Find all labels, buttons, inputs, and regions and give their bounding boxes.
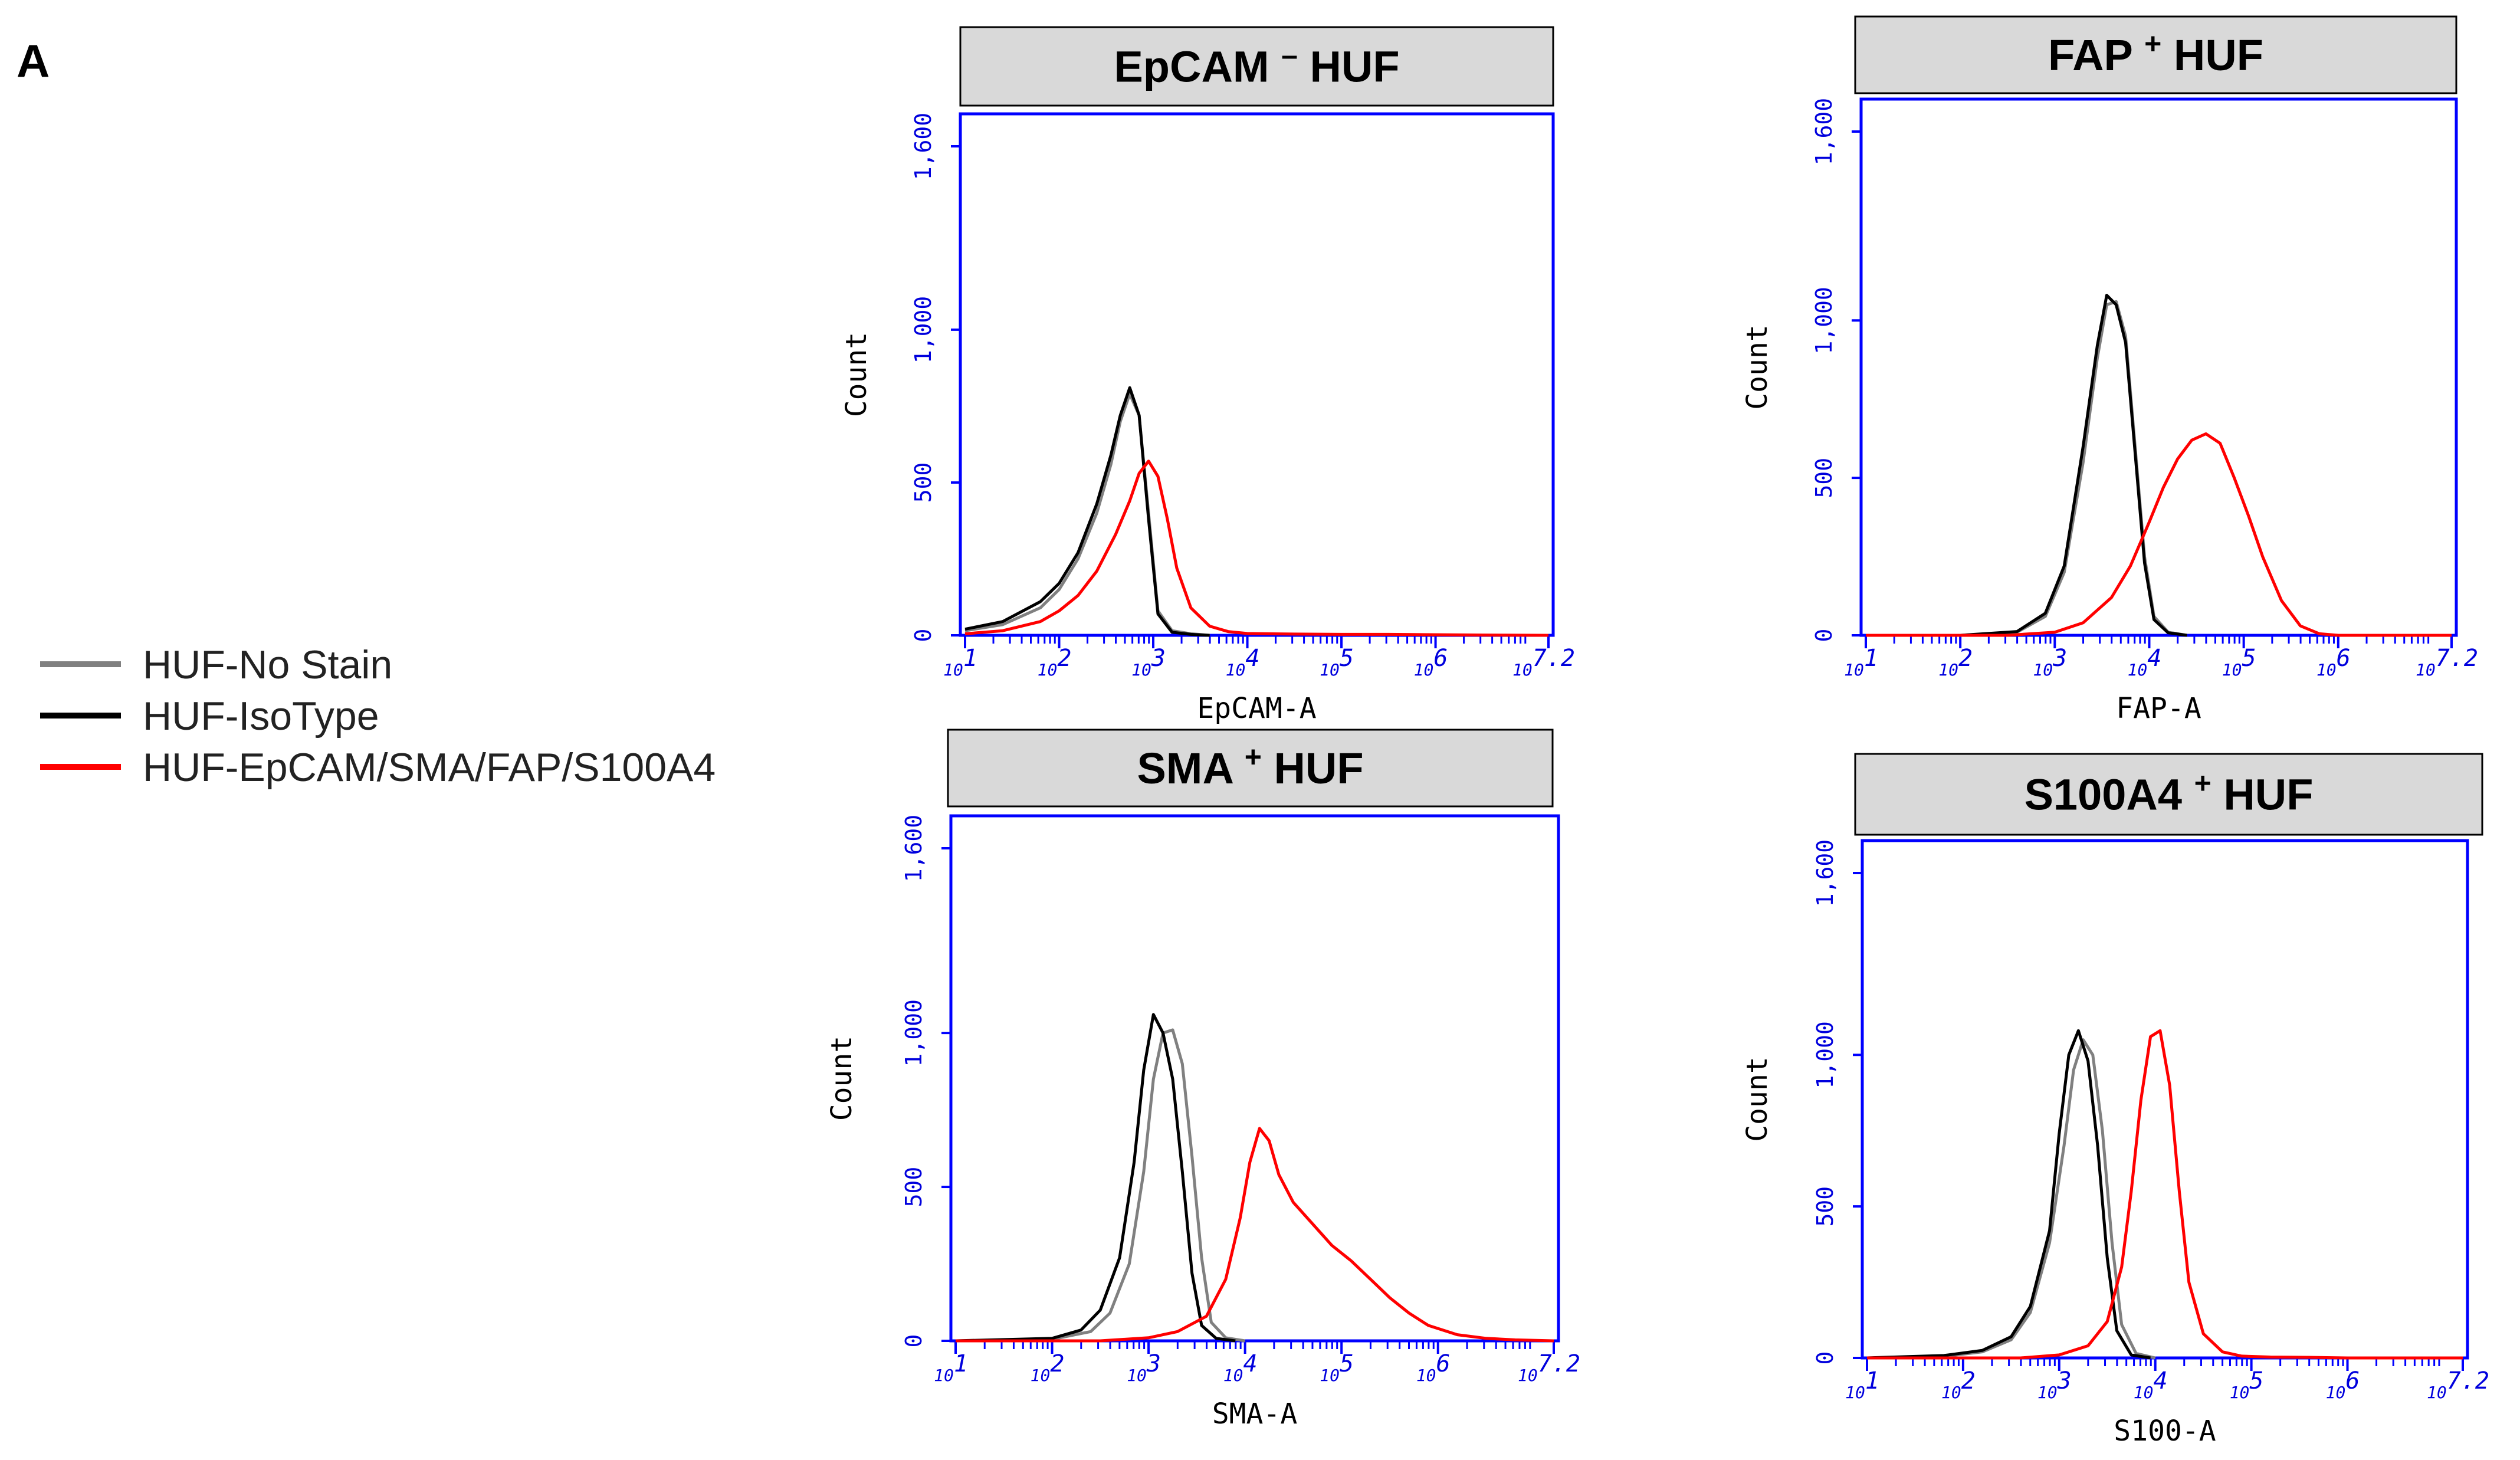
chart-3-title: S100A4 + HUF [2024,767,2314,819]
chart-0-xtick-label: 106 [1414,645,1448,680]
panel-label: A [17,35,50,87]
chart-0-ytick-label: 0 [910,629,936,642]
chart-1-xtick-label: 107.2 [2416,645,2478,680]
chart-3-xtick-label: 103 [2037,1367,2072,1402]
chart-3-ylabel: Count [1741,1057,1774,1142]
chart-3-series-huf-isotype [1866,1029,2151,1360]
chart-2-xtick-label: 104 [1223,1350,1258,1385]
chart-3-ytick-label: 1,600 [1812,839,1838,907]
chart-1-title-box [1854,15,2457,94]
chart-0-xlabel: EpCAM-A [1197,692,1316,725]
chart-1-xtick-label: 102 [1938,645,1973,680]
chart-3-xtick-label: 107.2 [2427,1367,2489,1402]
chart-3-xtick-label: 106 [2326,1367,2360,1402]
chart-2-xtick-label: 107.2 [1518,1350,1580,1385]
histogram-s100a4: S100A4 + HUF 0 500 1,000 1,600 101 102 103 104 10… [1741,753,2489,1448]
chart-1-title: FAP + HUF [2048,27,2263,80]
chart-2-xlabel: SMA-A [1212,1397,1298,1431]
chart-0-xtick-label: 103 [1131,645,1166,680]
chart-1-plot-frame [1859,97,2458,637]
chart-0-title-box [959,26,1554,107]
chart-3-series-huf-no-stain [1866,1038,2156,1360]
chart-2-xtick-label: 106 [1416,1350,1451,1385]
chart-1-series-huf-isotype [1866,294,2187,637]
chart-1-xtick-label: 106 [2316,645,2351,680]
legend-label-marker: HUF-EpCAM/SMA/FAP/S100A4 [143,745,716,790]
chart-3-series-huf-epcam-sma-fap-s100a4 [1867,1029,2463,1360]
legend-label-isotype: HUF-IsoType [143,694,379,739]
chart-1-series-huf-epcam-sma-fap-s100a4 [1866,432,2452,637]
chart-2-ytick-label: 500 [901,1167,927,1208]
chart-0-xtick-label: 102 [1038,645,1072,680]
chart-3-plot-frame [1861,839,2469,1360]
chart-0-series-huf-isotype [964,386,1210,637]
chart-0-xtick-label: 105 [1320,645,1354,680]
chart-2-series-huf-isotype [955,1013,1236,1343]
chart-3-xlabel: S100-A [2114,1415,2216,1448]
chart-3-xtick-label: 102 [1941,1367,1976,1402]
chart-1-ytick-label: 500 [1811,458,1837,498]
chart-1-xtick-label: 105 [2222,645,2256,680]
chart-3-ytick-label: 500 [1812,1186,1838,1227]
chart-3-title-box [1854,753,2483,836]
chart-0-ylabel: Count [840,332,873,418]
chart-1-xlabel: FAP-A [2116,692,2201,725]
chart-3-xtick-label: 105 [2230,1367,2264,1402]
chart-1-ytick-label: 1,600 [1811,98,1837,165]
chart-2-series-huf-epcam-sma-fap-s100a4 [956,1127,1554,1343]
histogram-sma: SMA + HUF 0 500 1,000 1,600 101 102 103 104 105 10… [825,729,1580,1431]
chart-2-xtick-label: 105 [1320,1350,1354,1385]
chart-2-ytick-label: 1,000 [901,999,927,1067]
chart-2-title-box [947,729,1554,808]
histogram-fap: FAP + HUF 0 500 1,000 1,600 101 102 103 104 105 10… [1741,15,2478,725]
chart-2-title: SMA + HUF [1137,740,1363,793]
chart-2-series-huf-no-stain [955,1028,1245,1343]
legend: HUF-No Stain HUF-IsoType HUF-EpCAM/SMA/F… [40,642,716,790]
chart-2-ylabel: Count [825,1036,858,1121]
chart-1-xtick-label: 104 [2128,645,2162,680]
chart-2-xtick-label: 103 [1127,1350,1161,1385]
chart-0-ytick-label: 1,000 [910,296,936,363]
chart-2-ytick-label: 0 [901,1334,927,1348]
chart-2-plot-frame [949,814,1560,1343]
chart-0-ytick-label: 1,600 [910,113,936,180]
chart-0-plot-frame [959,112,1555,637]
chart-3-xtick-label: 104 [2134,1367,2168,1402]
chart-1-xtick-label: 103 [2033,645,2067,680]
chart-1-ylabel: Count [1741,324,1774,410]
legend-label-no-stain: HUF-No Stain [143,642,392,687]
chart-0-xtick-label: 107.2 [1512,645,1575,680]
chart-2-xtick-label: 101 [934,1350,968,1385]
chart-0-title: EpCAM – HUF [1114,39,1399,91]
chart-2-xtick-label: 102 [1031,1350,1065,1385]
chart-1-ytick-label: 0 [1811,629,1837,642]
chart-0-xtick-label: 101 [943,645,977,680]
chart-0-ytick-label: 500 [910,462,936,503]
chart-0-series-huf-epcam-sma-fap-s100a4 [964,460,1549,637]
chart-3-ytick-label: 1,000 [1812,1021,1838,1088]
chart-3-ytick-label: 0 [1812,1351,1838,1365]
chart-2-ytick-label: 1,600 [901,815,927,882]
histogram-epcam: EpCAM – HUF 0 500 1,000 1,600 101 102 103 104 105… [840,26,1575,725]
chart-1-ytick-label: 1,000 [1811,287,1837,354]
chart-0-xtick-label: 104 [1226,645,1260,680]
chart-0-series-huf-no-stain [964,392,1210,637]
chart-1-xtick-label: 101 [1844,645,1878,680]
chart-3-xtick-label: 101 [1845,1367,1879,1402]
chart-1-series-huf-no-stain [1866,300,2187,637]
